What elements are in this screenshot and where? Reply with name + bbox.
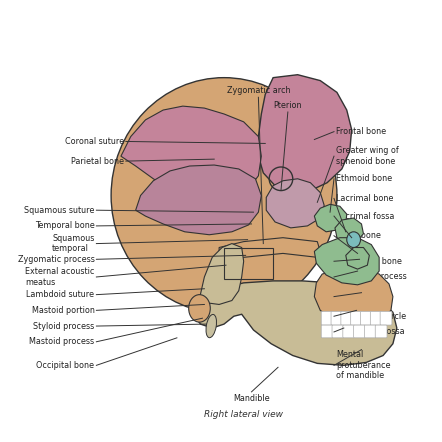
Ellipse shape [111, 78, 337, 313]
Text: Ethmoid bone: Ethmoid bone [336, 174, 392, 183]
FancyBboxPatch shape [331, 311, 343, 325]
Text: Squamous suture: Squamous suture [24, 206, 95, 215]
Polygon shape [314, 269, 393, 324]
Text: Zygomatic process: Zygomatic process [18, 255, 95, 264]
Text: Mandibular fossa: Mandibular fossa [336, 328, 404, 336]
Text: Lacrimal fossa: Lacrimal fossa [336, 212, 394, 221]
FancyBboxPatch shape [351, 311, 362, 325]
Polygon shape [314, 204, 347, 232]
Text: Frontal bone: Frontal bone [336, 127, 386, 136]
Text: Occipital bone: Occipital bone [36, 361, 95, 370]
FancyBboxPatch shape [365, 325, 376, 338]
Text: Maxilla: Maxilla [336, 292, 364, 301]
Ellipse shape [206, 314, 217, 338]
Ellipse shape [347, 232, 361, 248]
Polygon shape [199, 244, 244, 305]
Polygon shape [136, 165, 261, 235]
Text: Right lateral view: Right lateral view [204, 410, 283, 419]
Text: Greater wing of
sphenoid bone: Greater wing of sphenoid bone [336, 146, 399, 166]
Text: Zygomatic arch: Zygomatic arch [227, 86, 290, 95]
FancyBboxPatch shape [361, 311, 372, 325]
FancyBboxPatch shape [370, 311, 382, 325]
Polygon shape [314, 238, 379, 285]
Polygon shape [335, 218, 363, 244]
FancyBboxPatch shape [321, 311, 333, 325]
Text: Nasal bone: Nasal bone [336, 231, 381, 240]
Text: Lambdoid suture: Lambdoid suture [27, 290, 95, 299]
FancyBboxPatch shape [343, 325, 354, 338]
Text: Styloid process: Styloid process [33, 322, 95, 331]
Text: Mastoid process: Mastoid process [29, 337, 95, 346]
Text: Temporal bone: Temporal bone [34, 221, 95, 230]
Text: Mental
protuberance
of mandible: Mental protuberance of mandible [336, 351, 390, 380]
Text: Pterion: Pterion [274, 101, 302, 110]
Polygon shape [266, 179, 324, 228]
Polygon shape [259, 75, 352, 193]
Text: Coronal suture: Coronal suture [65, 137, 124, 146]
FancyBboxPatch shape [332, 325, 344, 338]
Polygon shape [121, 106, 261, 198]
Polygon shape [193, 281, 397, 366]
FancyBboxPatch shape [375, 325, 387, 338]
Text: Mandible: Mandible [233, 394, 270, 403]
FancyBboxPatch shape [341, 311, 353, 325]
Text: Articular tubercle: Articular tubercle [336, 312, 406, 321]
Ellipse shape [189, 295, 210, 322]
FancyBboxPatch shape [321, 325, 333, 338]
FancyBboxPatch shape [380, 311, 392, 325]
Text: Squamous
temporal: Squamous temporal [52, 234, 95, 253]
Polygon shape [219, 238, 320, 259]
Text: Temporal process: Temporal process [336, 272, 407, 282]
Text: External acoustic
meatus: External acoustic meatus [25, 267, 95, 287]
Text: Zygomatic bone: Zygomatic bone [336, 257, 402, 266]
Text: Lacrimal bone: Lacrimal bone [336, 194, 393, 203]
Text: Mastoid portion: Mastoid portion [31, 306, 95, 315]
Text: Parietal bone: Parietal bone [71, 156, 124, 166]
Polygon shape [346, 248, 370, 269]
Bar [224, 248, 273, 279]
FancyBboxPatch shape [354, 325, 366, 338]
